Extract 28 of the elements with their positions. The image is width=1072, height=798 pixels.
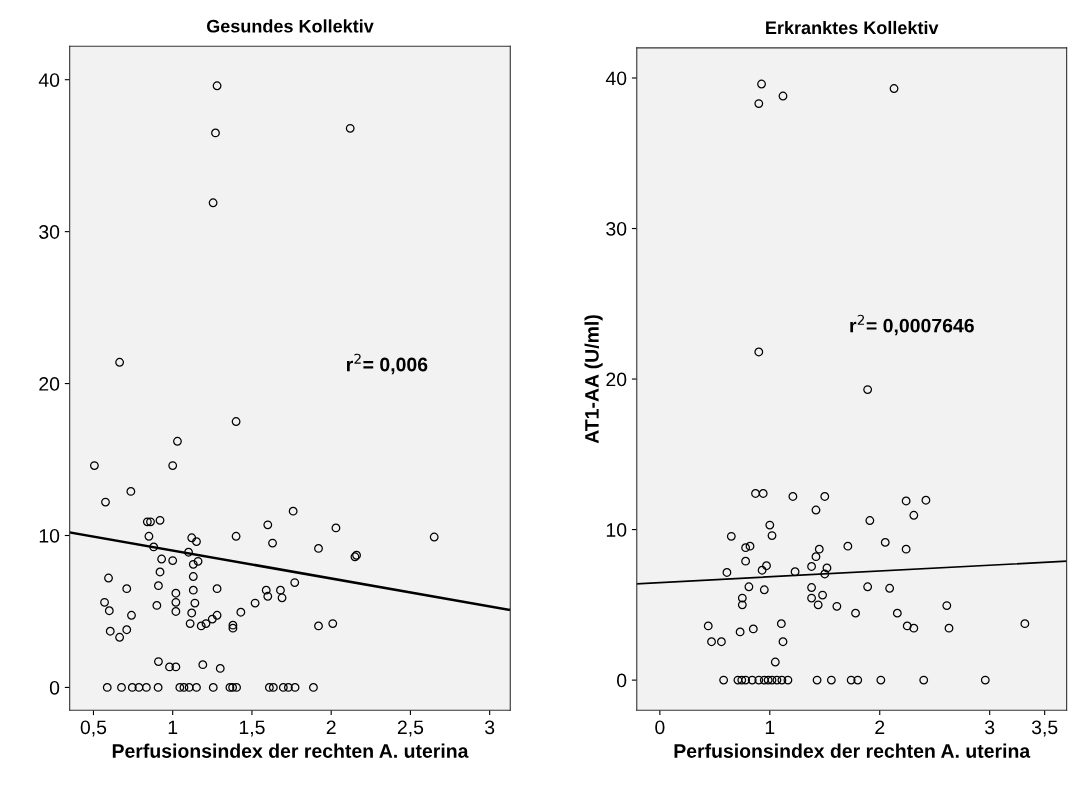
x-tick-label: 1 (765, 720, 775, 735)
x-tick-label: 2 (326, 720, 336, 735)
y-tick-label: 0 (49, 680, 60, 695)
y-axis-title: AT1-AA (U/ml) (584, 315, 603, 444)
x-tick-label: 2,5 (397, 720, 424, 737)
y-tick-label: 0 (616, 673, 627, 688)
y-tick-label: 20 (39, 377, 60, 391)
x-tick-label: 0,5 (80, 720, 107, 737)
y-tick-label: 40 (38, 73, 60, 87)
x-axis-title: Perfusionsindex der rechten A. uterina (112, 743, 469, 758)
annotation: r$^{2}$= 0,0007646 (850, 314, 974, 336)
chart-title: Gesundes Kollektiv (206, 19, 374, 33)
y-tick-label: 40 (605, 71, 627, 86)
x-tick-label: 2 (875, 720, 885, 735)
x-tick-label: 3 (985, 720, 995, 735)
x-tick-label: 3,5 (1031, 720, 1058, 737)
y-tick-label: 20 (606, 372, 627, 387)
y-tick-label: 10 (606, 523, 627, 537)
x-tick-label: 1,5 (239, 720, 265, 737)
x-tick-label: 1 (168, 720, 178, 735)
y-tick-label: 10 (39, 528, 60, 543)
y-tick-label: 30 (39, 225, 60, 239)
chart-title: Erkranktes Kollektiv (766, 20, 939, 35)
y-tick-label: 30 (606, 221, 627, 236)
x-axis-title: Perfusionsindex der rechten A. uterina (674, 743, 1031, 758)
x-tick-label: 0 (655, 720, 665, 735)
annotation: r$^{2}$= 0,006 (346, 353, 428, 375)
x-tick-label: 3 (485, 720, 495, 735)
